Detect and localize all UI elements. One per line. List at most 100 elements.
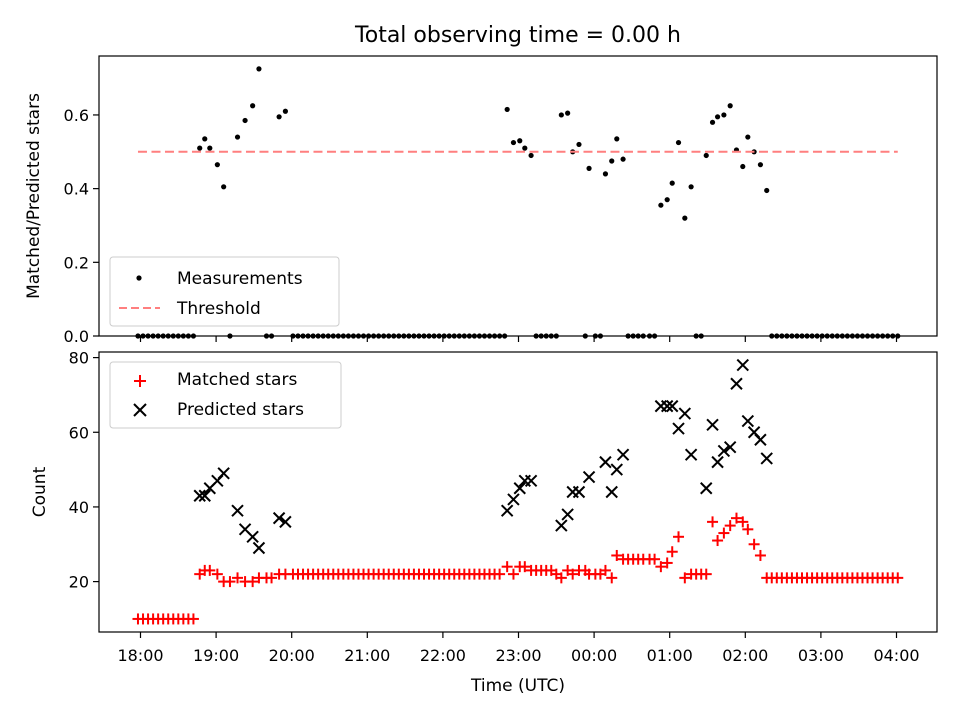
measurement-point (290, 333, 296, 339)
measurement-point (543, 333, 549, 339)
predicted-stars-point (513, 482, 526, 495)
legend-threshold-label: Threshold (176, 299, 261, 319)
measurement-point (386, 333, 392, 339)
measurement-point (553, 333, 559, 339)
matched-stars-point (224, 576, 236, 588)
measurement-point (221, 184, 227, 190)
matched-stars-point (718, 527, 730, 539)
measurement-point (609, 158, 615, 164)
measurement-point (145, 333, 151, 339)
measurement-point (809, 333, 815, 339)
measurement-point (789, 333, 795, 339)
measurement-point (528, 152, 534, 159)
y-tick-label: 0.4 (64, 180, 89, 199)
matched-stars-point (707, 516, 719, 528)
measurement-point (646, 333, 653, 339)
measurement-point (576, 141, 582, 148)
predicted-stars-point (605, 485, 618, 499)
predicted-stars-point (500, 504, 514, 517)
measurement-point (625, 333, 631, 339)
predicted-stars-point (706, 418, 719, 432)
measurement-point (602, 171, 609, 177)
matched-stars-point (730, 512, 742, 524)
predicted-stars-point (666, 399, 679, 413)
measurement-point (355, 333, 362, 339)
y-tick-label: 0.6 (64, 106, 89, 125)
measurement-point (620, 156, 626, 162)
measurement-point (441, 333, 447, 339)
matched-stars-point (649, 553, 661, 565)
measurement-point (481, 333, 488, 339)
measurement-point (635, 333, 641, 339)
matched-stars-point (519, 561, 531, 573)
measurement-point (880, 333, 886, 339)
measurement-point (250, 103, 256, 109)
measurement-point (180, 333, 186, 339)
x-tick-label: 04:00 (873, 646, 919, 665)
measurement-point (276, 114, 282, 120)
matched-stars-point (655, 561, 667, 573)
measurement-point (517, 138, 523, 144)
predicted-stars-point (507, 493, 520, 506)
measurement-point (859, 333, 866, 339)
measurement-point (675, 139, 682, 146)
bottom-legend: Matched stars Predicted stars (109, 361, 342, 429)
measurement-point (456, 333, 462, 339)
measurement-point (140, 333, 146, 339)
x-tick-label: 21:00 (344, 646, 390, 665)
matched-stars-point (555, 572, 567, 584)
bottom-x-ticks: 18:00 19:00 20:00 21:00 22:00 23:00 00:00 01:00… (117, 632, 920, 665)
measurement-point (310, 333, 316, 339)
x-tick-label: 02:00 (722, 646, 768, 665)
measurement-point (330, 333, 336, 339)
measurement-point (234, 134, 241, 140)
legend-measurements-label: Measurements (177, 269, 303, 289)
measurement-point (658, 202, 664, 208)
matched-stars-point (892, 572, 904, 584)
measurement-point (197, 145, 203, 151)
measurement-point (799, 333, 805, 339)
legend-measurements-marker (136, 275, 142, 281)
measurement-point (476, 333, 483, 339)
measurement-point (175, 333, 181, 339)
measurement-point (170, 333, 176, 339)
y-tick-label: 60 (69, 423, 89, 442)
matched-stars-point (724, 520, 736, 532)
bottom-legend-box (109, 361, 342, 429)
measurement-point (502, 333, 508, 339)
matched-stars-point (666, 546, 678, 558)
measurement-point (227, 333, 233, 339)
measurement-point (411, 333, 417, 339)
matched-stars-point (700, 568, 712, 580)
predicted-stars-point (198, 489, 211, 502)
measurement-point (709, 119, 716, 125)
measurement-point (703, 152, 709, 159)
legend-matched-label: Matched stars (177, 370, 297, 390)
measurement-point (757, 162, 764, 168)
measurement-point (682, 215, 688, 221)
predicted-stars-point (730, 377, 743, 390)
measurement-point (295, 333, 301, 339)
measurement-point (491, 333, 498, 339)
matched-stars-point (611, 549, 623, 561)
measurement-point (471, 333, 477, 339)
predicted-stars-point (231, 504, 244, 517)
measurement-point (745, 134, 751, 140)
matched-stars-point (748, 538, 760, 550)
measurement-point (268, 333, 275, 339)
measurement-point (548, 333, 554, 339)
measurement-point (764, 187, 770, 194)
measurement-point (784, 333, 790, 339)
measurement-point (504, 106, 510, 113)
predicted-stars-point (572, 485, 586, 499)
measurement-point (586, 165, 592, 171)
measurement-point (839, 333, 845, 339)
measurement-point (325, 333, 331, 339)
matched-stars-point (232, 572, 244, 584)
legend-matched-marker (134, 375, 146, 387)
measurement-point (381, 333, 387, 339)
measurement-point (461, 333, 467, 339)
measurement-point (669, 180, 675, 186)
matched-stars-point (187, 613, 199, 625)
predicted-stars-point (252, 541, 266, 555)
